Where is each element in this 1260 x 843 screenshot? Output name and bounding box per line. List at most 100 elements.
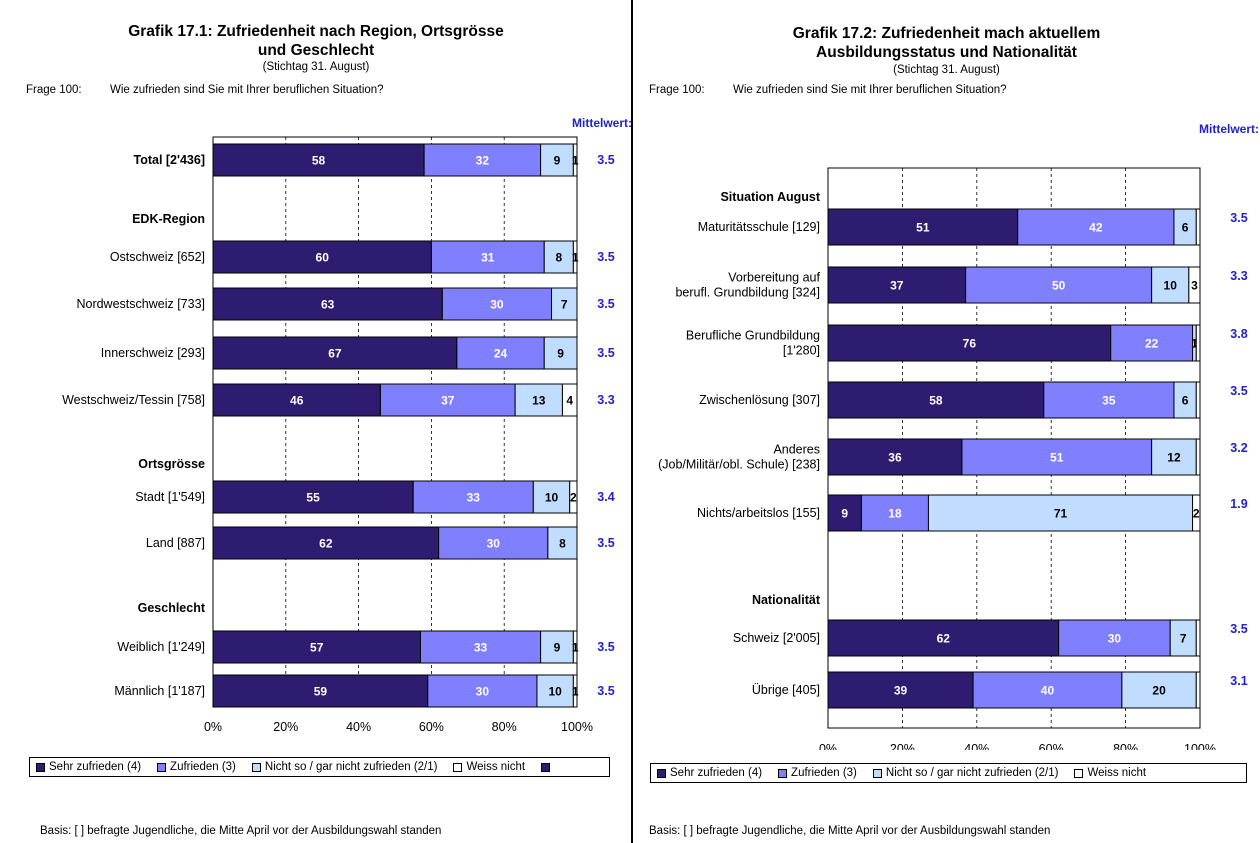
left-stichtag: (Stichtag 31. August) <box>262 61 370 73</box>
data-label: 31 <box>481 251 495 265</box>
data-label: 50 <box>1052 279 1066 293</box>
legend-label: Zufrieden (3) <box>170 761 236 773</box>
right-chart: 0% 20% 40% 60% 80% 100% Mittelwert: Situation A… <box>658 122 1259 750</box>
left-title: Grafik 17.1: Zufriedenheit nach Region, … <box>0 22 632 60</box>
bar-segment <box>430 240 545 274</box>
bar-segment <box>1195 208 1201 246</box>
plot-area <box>212 136 578 707</box>
left-title-line2: und Geschlecht <box>257 42 375 59</box>
data-label: 9 <box>554 154 561 168</box>
bar-segment <box>379 383 516 417</box>
legend-swatch <box>778 768 788 778</box>
legend-label: Zufrieden (3) <box>791 767 857 779</box>
data-label: 62 <box>937 632 951 646</box>
legend-swatch <box>453 762 463 772</box>
left-question-label: Frage 100: <box>26 84 82 96</box>
data-label: 76 <box>963 337 977 351</box>
data-label: 33 <box>467 491 481 505</box>
bar-segment <box>561 383 578 417</box>
data-label: 39 <box>894 684 908 698</box>
data-label: 30 <box>1108 632 1122 646</box>
left-legend: Sehr zufrieden (4) Zufrieden (3) Nicht s… <box>29 757 610 777</box>
right-title-line2: Ausbildungsstatus und Nationalität <box>816 44 1077 61</box>
bar-segment <box>212 630 421 664</box>
data-label: 46 <box>290 394 304 408</box>
bar-segment <box>972 671 1123 709</box>
category-label: Schweiz [2'005] <box>733 631 820 645</box>
category-label: [1'280] <box>783 344 820 358</box>
bar-segment <box>547 526 578 560</box>
x-tick-label: 80% <box>1113 742 1138 750</box>
bar-segment <box>438 526 549 560</box>
category-label: Total [2'436] <box>133 153 205 167</box>
mean-value: 3.5 <box>597 250 614 264</box>
data-label: 6 <box>1182 394 1189 408</box>
category-heading: EDK-Region <box>132 212 205 226</box>
bar-segment <box>1195 671 1201 709</box>
x-tick-label: 100% <box>1184 742 1216 750</box>
data-label: 37 <box>441 394 455 408</box>
data-label: 60 <box>316 251 330 265</box>
data-label: 10 <box>1164 279 1178 293</box>
right-basis: Basis: [ ] befragte Jugendliche, die Mit… <box>649 825 1051 837</box>
mean-value: 3.3 <box>597 393 614 407</box>
bar-segment <box>927 494 1194 532</box>
category-label: Stadt [1'549] <box>135 490 205 504</box>
legend-swatch <box>157 762 167 772</box>
data-label: 12 <box>1167 451 1181 465</box>
data-label: 40 <box>1041 684 1055 698</box>
category-label: Land [887] <box>146 536 205 550</box>
bar-segment <box>1192 494 1201 532</box>
bar-segment <box>543 240 574 274</box>
legend-swatch <box>872 768 882 778</box>
bar-segment <box>827 438 963 476</box>
bar-segment <box>1195 438 1201 476</box>
category-heading: Nationalität <box>752 593 821 607</box>
category-heading: Ortsgrösse <box>138 457 205 471</box>
bar-segment <box>961 438 1153 476</box>
bar-segment <box>572 143 578 177</box>
right-title: Grafik 17.2: Zufriedenheit mach aktuelle… <box>633 24 1260 62</box>
bar-segment <box>569 480 578 514</box>
data-label: 30 <box>487 537 501 551</box>
panel-divider <box>631 0 633 843</box>
data-label: 13 <box>532 394 546 408</box>
data-label: 67 <box>328 347 342 361</box>
bar-segment <box>551 287 578 321</box>
x-tick-label: 60% <box>419 720 444 734</box>
left-question: Frage 100: Wie zufrieden sind Sie mit Ih… <box>26 84 384 96</box>
legend-swatch <box>1074 768 1084 778</box>
mean-value: 3.5 <box>1230 622 1247 636</box>
category-label: Männlich [1'187] <box>114 684 205 698</box>
bar-segment <box>212 143 425 177</box>
category-label: (Job/Militär/obl. Schule) [238] <box>658 458 820 472</box>
x-tick-label: 0% <box>819 742 837 750</box>
category-label: berufl. Grundbildung [324] <box>675 286 820 300</box>
data-label: 9 <box>841 507 848 521</box>
bar-segment <box>1169 619 1197 657</box>
bar-segment <box>1195 619 1201 657</box>
data-label: 10 <box>548 685 562 699</box>
bar-segment <box>572 674 578 708</box>
bar-segment <box>543 336 578 370</box>
category-label: Ostschweiz [652] <box>110 250 205 264</box>
data-label: 1 <box>572 154 579 168</box>
legend-label: Weiss nicht <box>1087 767 1147 779</box>
legend-item-nicht: Nicht so / gar nicht zufrieden (2/1) <box>872 767 1059 779</box>
data-label: 36 <box>888 451 902 465</box>
legend-swatch <box>657 768 666 778</box>
mean-value: 3.5 <box>1230 211 1247 225</box>
data-label: 59 <box>314 685 328 699</box>
bar-segment <box>827 208 1019 246</box>
bar-segment <box>212 240 432 274</box>
category-label: Weiblich [1'249] <box>117 640 205 654</box>
legend-label: Nicht so / gar nicht zufrieden (2/1) <box>264 761 438 773</box>
left-basis: Basis: [ ] befragte Jugendliche, die Mit… <box>40 825 442 837</box>
mean-value: 3.8 <box>1230 327 1247 341</box>
data-label: 8 <box>555 251 562 265</box>
data-label: 7 <box>1180 632 1187 646</box>
mean-value: 3.5 <box>597 153 614 167</box>
data-label: 42 <box>1089 221 1103 235</box>
legend-label: Nicht so / gar nicht zufrieden (2/1) <box>885 767 1059 779</box>
data-label: 62 <box>319 537 333 551</box>
